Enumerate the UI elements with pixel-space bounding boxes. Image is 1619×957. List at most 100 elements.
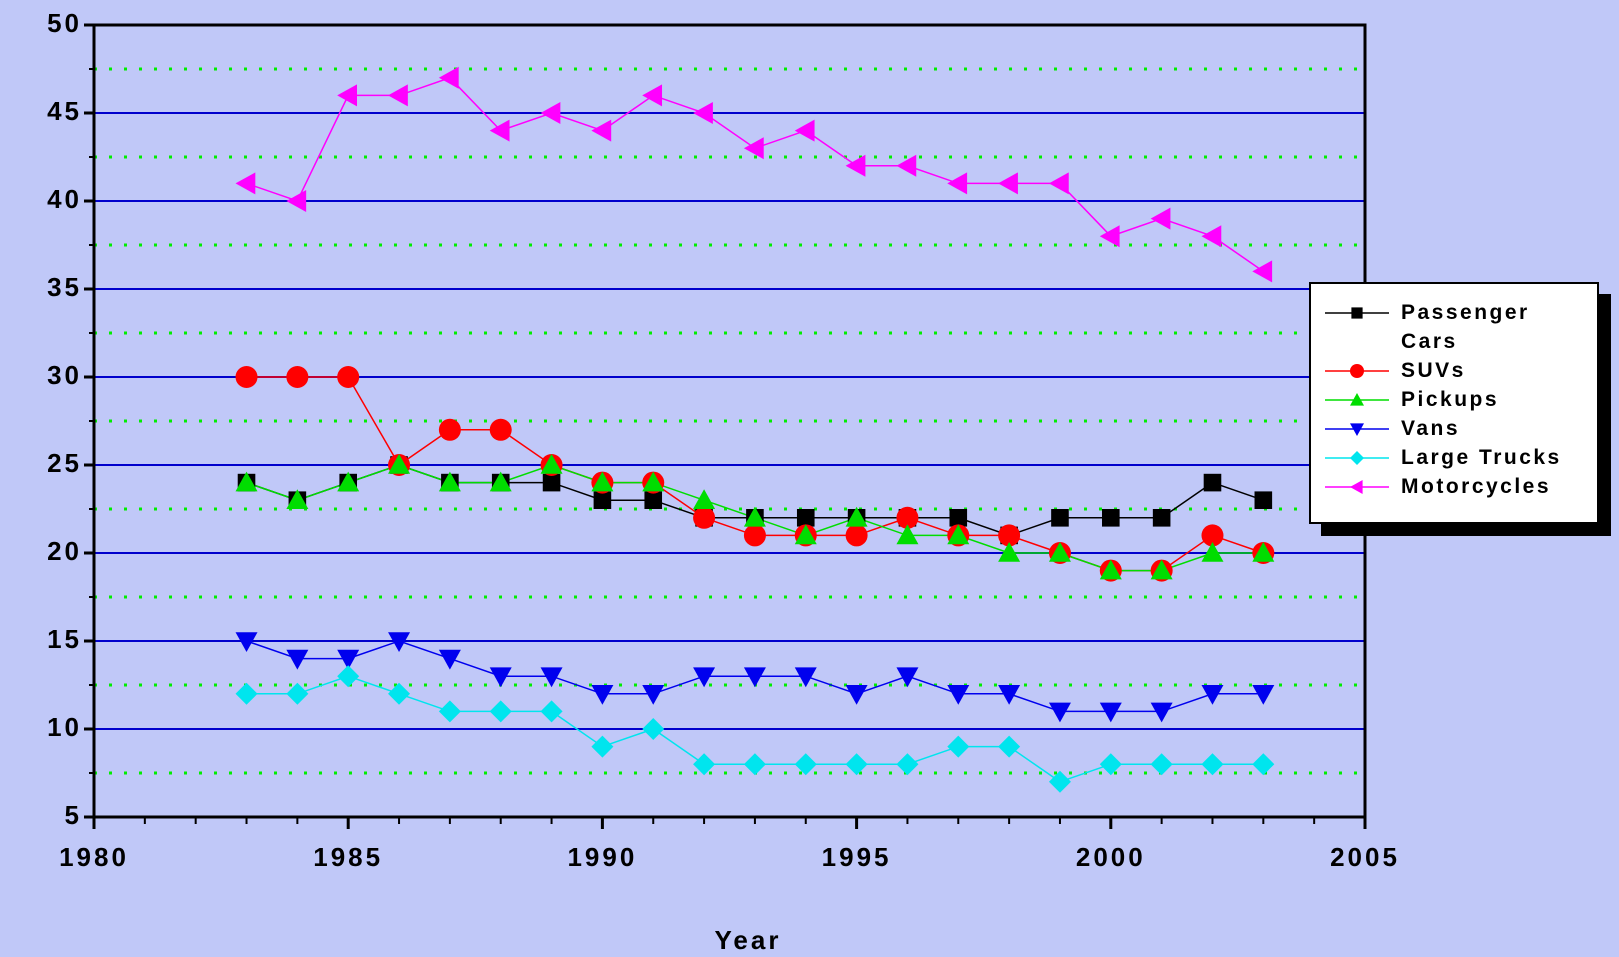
marker (644, 491, 663, 509)
marker (286, 649, 309, 670)
marker (337, 84, 357, 107)
marker (489, 700, 512, 723)
legend-swatch (1325, 423, 1389, 436)
marker (337, 471, 360, 492)
legend-item: SUVs (1323, 356, 1591, 385)
marker (388, 682, 411, 705)
marker (1201, 685, 1224, 705)
y-tick-label: 10 (47, 712, 82, 742)
legend-swatch (1325, 364, 1389, 378)
marker (489, 119, 510, 142)
marker (794, 667, 817, 688)
marker (796, 509, 815, 527)
marker (693, 667, 716, 688)
marker (1099, 753, 1122, 776)
y-tick-label: 5 (65, 800, 82, 830)
marker (1201, 753, 1224, 776)
marker (845, 154, 866, 177)
legend: Passenger Cars SUVs Pickups Vans Large Truck… (1309, 282, 1599, 524)
marker (1252, 753, 1275, 776)
marker (1150, 702, 1173, 723)
marker (542, 473, 561, 492)
legend-label: Large Trucks (1401, 446, 1562, 469)
marker (896, 524, 919, 545)
marker (693, 506, 716, 529)
marker (1254, 491, 1273, 509)
marker (794, 524, 817, 545)
marker (388, 632, 411, 652)
marker (591, 471, 614, 492)
marker (438, 700, 461, 723)
marker (438, 66, 459, 89)
marker (388, 454, 411, 474)
marker (540, 667, 563, 688)
legend-item: Passenger Cars (1323, 298, 1591, 356)
marker (949, 509, 968, 527)
marker (1099, 702, 1122, 723)
legend-item: Motorcycles (1323, 472, 1591, 501)
marker (1201, 542, 1224, 562)
marker (286, 489, 309, 509)
marker (1051, 509, 1069, 527)
marker (896, 667, 919, 688)
marker (947, 685, 970, 705)
marker (998, 685, 1021, 705)
marker (998, 735, 1021, 758)
y-tick-label: 30 (47, 360, 82, 390)
marker (1150, 559, 1173, 580)
marker (1048, 172, 1069, 195)
marker (489, 418, 512, 441)
marker (1048, 702, 1071, 723)
marker (286, 366, 309, 388)
legend-label: SUVs (1401, 359, 1466, 382)
x-tick-label: 2000 (1076, 842, 1146, 872)
marker (593, 491, 612, 509)
marker (286, 190, 307, 212)
legend-label: Pickups (1401, 388, 1500, 411)
marker (1252, 260, 1273, 283)
marker (337, 649, 360, 670)
marker (388, 84, 408, 107)
marker (693, 753, 716, 776)
marker (947, 735, 970, 758)
marker (1099, 225, 1120, 248)
marker (896, 154, 917, 177)
marker (337, 665, 360, 688)
x-tick-label: 1985 (313, 842, 383, 872)
y-tick-label: 25 (47, 448, 82, 478)
marker (235, 172, 256, 195)
marker (998, 542, 1021, 562)
y-tick-label: 20 (47, 536, 82, 566)
marker (1201, 524, 1224, 547)
marker (438, 471, 461, 492)
marker (591, 685, 614, 705)
legend-swatch (1325, 307, 1389, 319)
marker (998, 524, 1021, 547)
legend-item: Pickups (1323, 385, 1591, 414)
marker (235, 632, 258, 652)
x-tick-label: 1980 (59, 842, 129, 872)
y-tick-label: 45 (47, 96, 82, 126)
marker (1048, 770, 1071, 793)
legend-swatch (1325, 393, 1389, 406)
marker (1350, 393, 1364, 406)
marker (693, 102, 713, 124)
marker (642, 685, 665, 705)
marker (947, 524, 970, 545)
marker (438, 418, 461, 441)
marker (489, 667, 512, 688)
legend-label: Passenger Cars (1401, 301, 1530, 353)
marker (1351, 307, 1363, 319)
marker (642, 471, 665, 492)
marker (1099, 559, 1122, 580)
marker (693, 489, 716, 509)
marker (794, 119, 815, 142)
x-tick-label: 1995 (822, 842, 892, 872)
marker (998, 172, 1018, 195)
marker (743, 137, 764, 160)
x-axis-label: Year (715, 925, 782, 955)
marker (1252, 542, 1275, 562)
marker (1203, 473, 1222, 492)
marker (1102, 509, 1120, 527)
marker (489, 471, 512, 492)
